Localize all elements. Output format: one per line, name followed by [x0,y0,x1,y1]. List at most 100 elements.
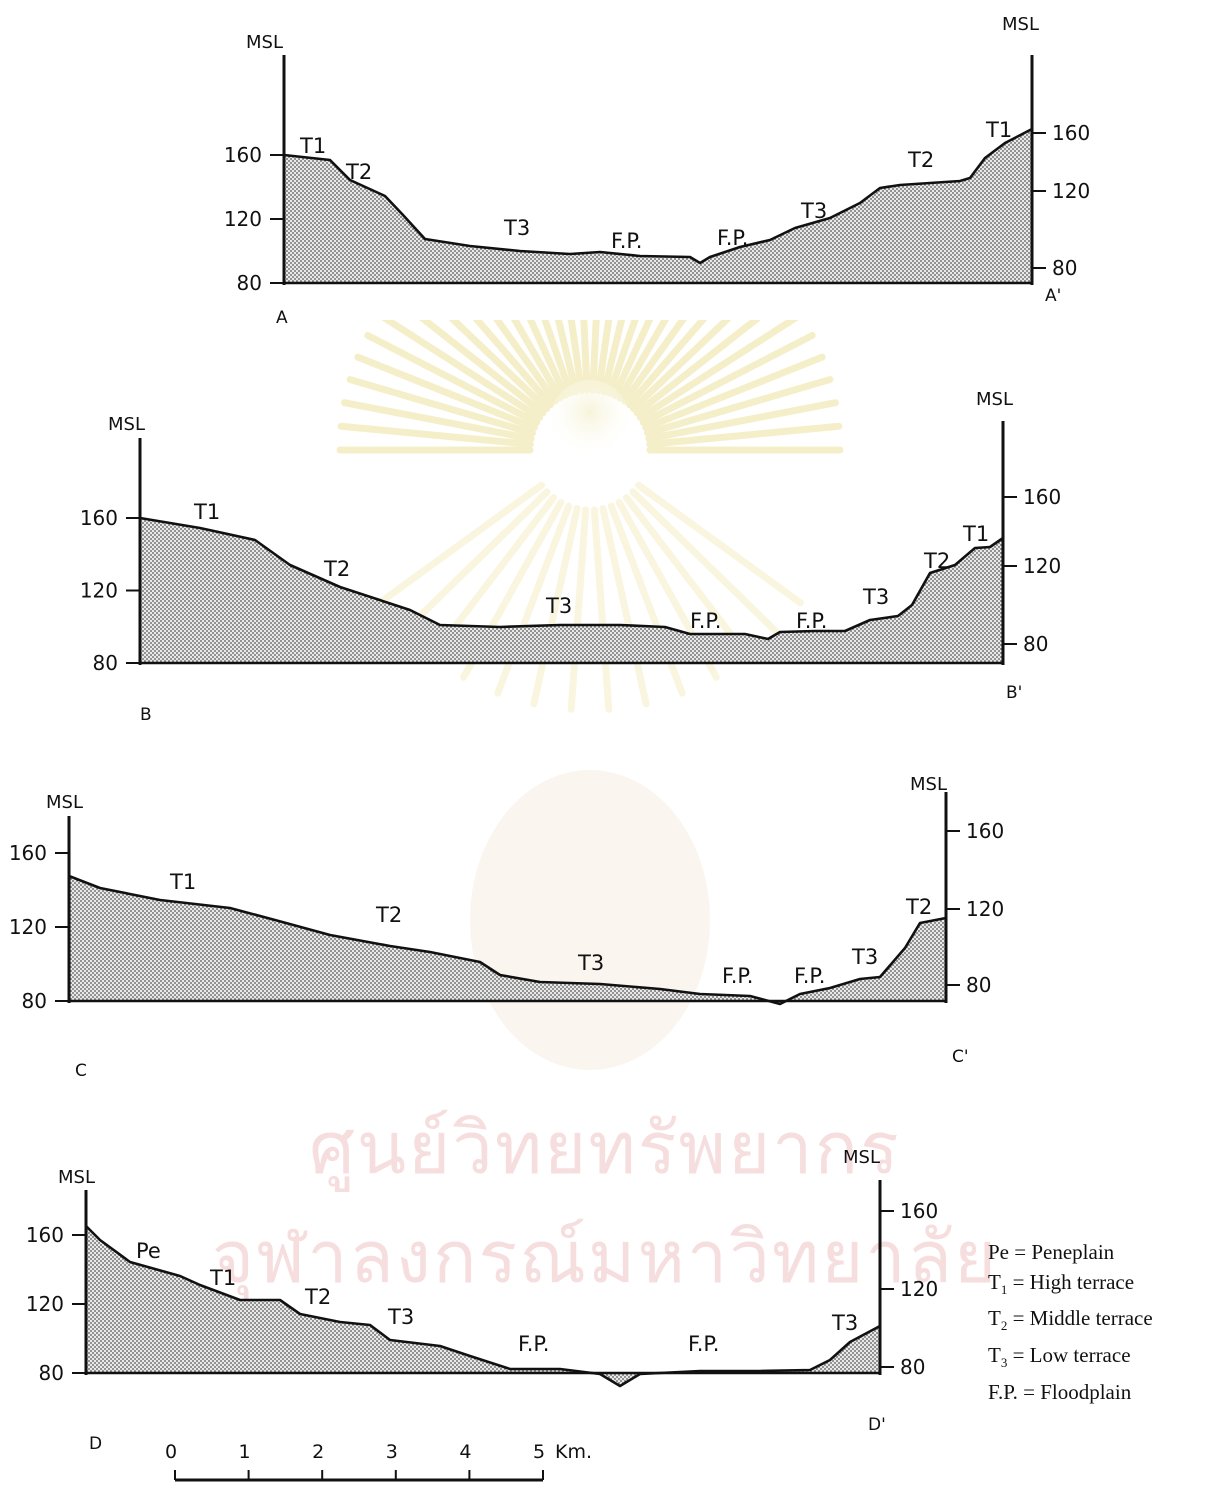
legend-item-pe: Pe = Peneplain [988,1240,1115,1264]
terrain-fill [284,129,1032,283]
section-end-label: B' [1006,683,1022,703]
legend-item-t2: T2 = Middle terrace [988,1306,1153,1334]
legend-item-t3: T3 = Low terrace [988,1342,1131,1371]
scale-bar-unit: Km. [555,1441,592,1463]
right-tick-label: 120 [900,1277,938,1301]
scale-bar-tick-label: 2 [312,1441,324,1463]
right-tick-label: 120 [966,897,1004,921]
axis-title-left: MSL [246,32,283,53]
terrace-label: T3 [545,594,572,618]
left-tick-label: 80 [237,271,262,295]
left-tick-label: 80 [93,651,118,675]
terrace-label: T3 [577,951,604,975]
terrace-label: F.P. [717,226,748,250]
axis-title-left: MSL [108,414,145,435]
terrace-label: F.P. [722,964,753,988]
terrace-label: T1 [962,522,989,546]
terrace-label: Pe [136,1239,161,1263]
scale-bar-tick-label: 5 [533,1441,545,1463]
profile-a: 160 120 80 160 120 80 MSL MSL A A' T1 T2 T3 F.P. F.P. T… [224,14,1090,328]
terrace-label: F.P. [611,229,642,253]
axis-title-right: MSL [843,1147,880,1168]
section-start-label: C [75,1061,87,1081]
left-tick-label: 160 [9,841,47,865]
left-tick-label: 120 [224,207,262,231]
terrace-label: T1 [299,134,326,158]
right-tick-label: 120 [1052,179,1090,203]
terrain-surface-line [68,874,947,1006]
left-tick-label: 160 [80,506,118,530]
terrace-label: T2 [323,557,350,581]
right-tick-label: 160 [1052,121,1090,145]
legend-item-t1: T1 = High terrace [988,1269,1135,1297]
scale-bar-tick-label: 1 [239,1441,251,1463]
section-end-label: A' [1045,286,1061,306]
axis-title-left: MSL [46,792,83,813]
terrace-label: T3 [800,199,827,223]
scale-bar-tick-label: 0 [165,1441,177,1463]
right-tick-label: 80 [900,1355,925,1379]
right-tick-label: 120 [1023,554,1061,578]
section-start-label: D [89,1434,102,1454]
terrace-label: T2 [905,895,932,919]
terrace-label: T1 [169,870,196,894]
terrace-label: T3 [862,585,889,609]
axis-title-right: MSL [910,774,947,795]
terrace-label: T1 [193,500,220,524]
right-tick-label: 160 [1023,485,1061,509]
scale-bar-tick-label: 3 [386,1441,398,1463]
right-tick-label: 160 [900,1199,938,1223]
terrain-surface-line [139,516,1004,641]
terrace-label: F.P. [796,609,827,633]
terrace-label: T2 [923,549,950,573]
axis-title-right: MSL [976,389,1013,410]
right-tick-label: 80 [1023,632,1048,656]
terrace-label: T2 [345,160,372,184]
scale-bar-tick-label: 4 [459,1441,471,1463]
left-tick-label: 160 [26,1223,64,1247]
terrace-label: F.P. [688,1332,719,1356]
watermark-line-1: ศูนย์วิทยทรัพยากร [309,1106,901,1190]
terrace-label: T3 [831,1311,858,1335]
terrace-label: T3 [503,216,530,240]
terrace-label: F.P. [690,609,721,633]
terrain-fill [140,518,1003,663]
left-tick-label: 120 [80,579,118,603]
terrace-label: T2 [304,1285,331,1309]
watermark-line-2: จุฬาลงกรณ์มหาวิทยาลัย [211,1215,999,1299]
profile-b: 160 120 80 160 120 80 MSL MSL B B' T1 T2 T3 F.P. F.P. T… [80,389,1061,725]
terrace-label: T3 [851,945,878,969]
right-tick-label: 80 [1052,256,1077,280]
section-end-label: C' [952,1047,969,1067]
profile-d: 160 120 80 160 120 80 MSL MSL D D' Pe T1 T2 T3 F.P. F.P… [26,1147,938,1454]
profile-c: 160 120 80 160 120 80 MSL MSL C C' T1 T2 T3 F.P. F.P. T… [9,774,1004,1081]
left-tick-label: 80 [22,989,47,1013]
left-tick-label: 80 [39,1361,64,1385]
terrace-label: T3 [387,1305,414,1329]
left-tick-label: 120 [9,915,47,939]
left-tick-label: 160 [224,143,262,167]
terrace-label: T1 [985,118,1012,142]
legend: Pe = Peneplain T1 = High terrace T2 = Mi… [988,1238,1153,1407]
terrace-label: T2 [375,903,402,927]
terrace-label: F.P. [518,1332,549,1356]
right-tick-label: 160 [966,819,1004,843]
watermark-text-block: ศูนย์วิทยทรัพยากร จุฬาลงกรณ์มหาวิทยาลัย [180,1090,1030,1314]
terrain-surface-line [283,127,1033,265]
section-start-label: B [140,705,152,725]
right-tick-label: 80 [966,973,991,997]
terrace-label: T2 [907,148,934,172]
legend-item-fp: F.P. = Floodplain [988,1379,1132,1404]
terrain-fill [69,876,946,1004]
section-end-label: D' [868,1415,886,1435]
section-start-label: A [276,308,288,328]
axis-title-left: MSL [58,1167,95,1188]
left-tick-label: 120 [26,1292,64,1316]
scale-bar: 0 1 2 3 4 5 Km. [165,1441,592,1482]
terrain-fill [86,1226,880,1386]
terrace-label: F.P. [794,964,825,988]
terrain-surface-line [85,1225,881,1388]
terrace-label: T1 [209,1266,236,1290]
